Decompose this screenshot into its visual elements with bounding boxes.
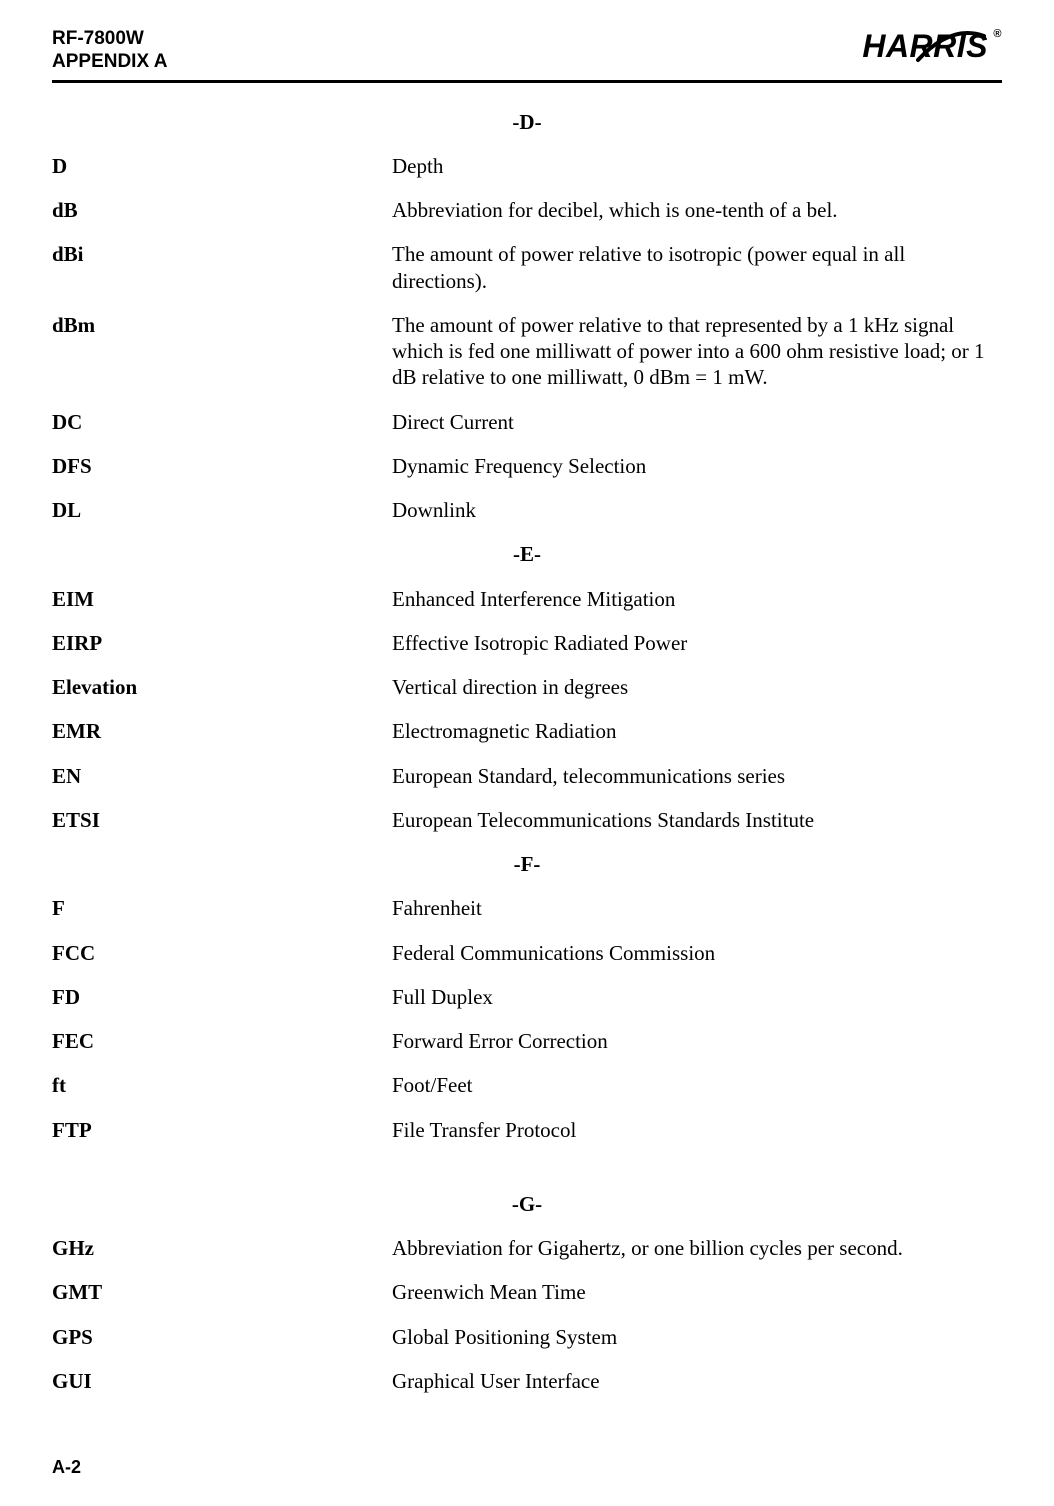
harris-logo: HARRIS ® [862,28,1002,65]
glossary-term: F [52,895,392,921]
glossary-entry: DLDownlink [52,497,1002,523]
glossary-term: dBi [52,241,392,267]
glossary-definition: The amount of power relative to isotropi… [392,241,1002,294]
glossary-definition: Vertical direction in degrees [392,674,1002,700]
glossary-entry: FCCFederal Communications Commission [52,940,1002,966]
glossary-term: dBm [52,312,392,338]
glossary-entry: FECForward Error Correction [52,1028,1002,1054]
glossary-definition: Depth [392,153,1002,179]
glossary-entry: GUIGraphical User Interface [52,1368,1002,1394]
glossary-entry: GMTGreenwich Mean Time [52,1279,1002,1305]
glossary-definition: Direct Current [392,409,1002,435]
glossary-term: D [52,153,392,179]
glossary-entry: EIRPEffective Isotropic Radiated Power [52,630,1002,656]
glossary-definition: Effective Isotropic Radiated Power [392,630,1002,656]
glossary-definition: Downlink [392,497,1002,523]
glossary-definition: Graphical User Interface [392,1368,1002,1394]
page-footer: A-2 [52,1457,81,1478]
glossary-entry: dBiThe amount of power relative to isotr… [52,241,1002,294]
glossary-term: Elevation [52,674,392,700]
glossary-term: GHz [52,1235,392,1261]
document-id: RF-7800W APPENDIX A [52,28,167,74]
glossary-term: DFS [52,453,392,479]
glossary-entry: EMRElectromagnetic Radiation [52,718,1002,744]
glossary-term: EIRP [52,630,392,656]
page-header: RF-7800W APPENDIX A HARRIS ® [52,28,1002,83]
glossary-term: FD [52,984,392,1010]
glossary-definition: Greenwich Mean Time [392,1279,1002,1305]
glossary-definition: Electromagnetic Radiation [392,718,1002,744]
logo-text: HARRIS [862,28,988,64]
glossary-term: FCC [52,940,392,966]
glossary-term: ft [52,1072,392,1098]
glossary-definition: Enhanced Interference Mitigation [392,586,1002,612]
glossary-definition: File Transfer Protocol [392,1117,1002,1143]
glossary-entry: ETSIEuropean Telecommunications Standard… [52,807,1002,833]
glossary-entry: FDFull Duplex [52,984,1002,1010]
glossary-entry: dBmThe amount of power relative to that … [52,312,1002,391]
glossary-term: ETSI [52,807,392,833]
section-heading: -D- [52,109,1002,135]
glossary-definition: Federal Communications Commission [392,940,1002,966]
glossary-definition: Abbreviation for Gigahertz, or one billi… [392,1235,1002,1261]
glossary-definition: Global Positioning System [392,1324,1002,1350]
glossary-entry: ENEuropean Standard, telecommunications … [52,763,1002,789]
glossary-definition: Forward Error Correction [392,1028,1002,1054]
glossary-term: FTP [52,1117,392,1143]
page-number: A-2 [52,1457,81,1477]
glossary-definition: European Telecommunications Standards In… [392,807,1002,833]
page: RF-7800W APPENDIX A HARRIS ® -D-DDepthdB… [0,0,1054,1506]
glossary-term: DL [52,497,392,523]
glossary-term: GPS [52,1324,392,1350]
glossary-term: EIM [52,586,392,612]
glossary-entry: FTPFile Transfer Protocol [52,1117,1002,1143]
glossary-term: EMR [52,718,392,744]
section-heading: -G- [52,1191,1002,1217]
glossary-definition: Full Duplex [392,984,1002,1010]
glossary-entry: ElevationVertical direction in degrees [52,674,1002,700]
glossary-definition: The amount of power relative to that rep… [392,312,1002,391]
glossary-entry: EIMEnhanced Interference Mitigation [52,586,1002,612]
glossary-term: EN [52,763,392,789]
glossary-term: DC [52,409,392,435]
doc-id-line2: APPENDIX A [52,51,167,74]
doc-id-line1: RF-7800W [52,28,167,51]
section-heading: -F- [52,851,1002,877]
glossary-entry: DFSDynamic Frequency Selection [52,453,1002,479]
glossary-entry: FFahrenheit [52,895,1002,921]
glossary-entry: GPSGlobal Positioning System [52,1324,1002,1350]
glossary-entry: ftFoot/Feet [52,1072,1002,1098]
glossary-entry: DCDirect Current [52,409,1002,435]
glossary-content: -D-DDepthdBAbbreviation for decibel, whi… [52,109,1002,1395]
registered-icon: ® [993,28,1002,40]
glossary-term: GUI [52,1368,392,1394]
glossary-definition: Dynamic Frequency Selection [392,453,1002,479]
glossary-term: GMT [52,1279,392,1305]
glossary-entry: GHzAbbreviation for Gigahertz, or one bi… [52,1235,1002,1261]
glossary-definition: Fahrenheit [392,895,1002,921]
glossary-term: FEC [52,1028,392,1054]
glossary-definition: Foot/Feet [392,1072,1002,1098]
glossary-definition: Abbreviation for decibel, which is one-t… [392,197,1002,223]
glossary-term: dB [52,197,392,223]
glossary-definition: European Standard, telecommunications se… [392,763,1002,789]
glossary-entry: DDepth [52,153,1002,179]
glossary-entry: dBAbbreviation for decibel, which is one… [52,197,1002,223]
section-heading: -E- [52,541,1002,567]
